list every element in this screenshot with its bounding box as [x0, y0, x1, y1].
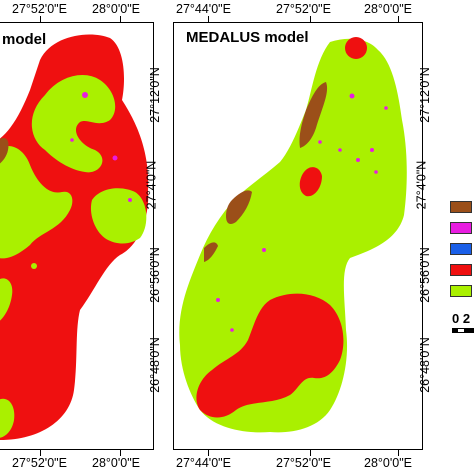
legend-swatch-green: [450, 285, 472, 297]
right-top-tick-label-2: 27°52'0"E: [276, 2, 331, 16]
right-red-spot-north: [345, 37, 367, 59]
left-top-tick-label-2: 28°0'0"E: [92, 2, 140, 16]
legend-swatch-brown: [450, 201, 472, 213]
middle-lat-label-1: 27°12'0"N: [147, 67, 162, 123]
left-green-patch-south: [0, 398, 15, 438]
right-lat-label-2: 27°4'0"N: [414, 160, 429, 210]
tick: [310, 450, 311, 456]
tick: [398, 450, 399, 456]
scale-bar-label: 0 2: [452, 311, 471, 326]
right-brown-coast-2: [226, 190, 252, 224]
right-red-spot-center: [299, 167, 322, 197]
middle-lat-label-3: 26°56'0"N: [147, 247, 162, 303]
tick: [310, 16, 311, 22]
right-map-title: MEDALUS model: [186, 29, 309, 46]
tick: [120, 450, 121, 456]
middle-lat-label-2: 27°4'0"N: [144, 160, 159, 210]
middle-lat-label-4: 26°48'0"N: [147, 337, 162, 393]
right-bottom-tick-label-2: 27°52'0"E: [276, 456, 331, 470]
left-green-patch-east: [90, 188, 147, 244]
right-top-tick-label-3: 28°0'0"E: [364, 2, 412, 16]
right-lat-label-3: 26°56'0"N: [417, 247, 432, 303]
scale-bar-segment: [458, 329, 464, 332]
left-bottom-tick-label-1: 27°52'0"E: [12, 456, 67, 470]
legend-swatch-pink: [450, 222, 472, 234]
tick: [208, 450, 209, 456]
tick: [398, 16, 399, 22]
right-bottom-tick-label-1: 27°44'0"E: [176, 456, 231, 470]
right-bottom-tick-label-3: 28°0'0"E: [364, 456, 412, 470]
tick: [40, 16, 41, 22]
right-top-tick-label-1: 27°44'0"E: [176, 2, 231, 16]
right-lat-label-4: 26°48'0"N: [417, 337, 432, 393]
right-lat-label-1: 27°12'0"N: [417, 67, 432, 123]
right-map: [179, 37, 407, 433]
left-bottom-tick-label-2: 28°0'0"E: [92, 456, 140, 470]
left-green-patch-west: [0, 278, 13, 321]
tick: [40, 450, 41, 456]
left-green-patch-top: [31, 75, 116, 173]
right-island-green: [179, 38, 407, 433]
left-brown-strip: [0, 138, 9, 164]
tick: [120, 16, 121, 22]
tick: [208, 16, 209, 22]
right-brown-coast: [299, 82, 328, 148]
legend-swatch-red: [450, 264, 472, 276]
right-red-south: [196, 293, 344, 418]
legend-swatch-blue: [450, 243, 472, 255]
left-map: [0, 34, 149, 440]
right-brown-coast-3: [204, 242, 218, 262]
left-top-tick-label-1: 27°52'0"E: [12, 2, 67, 16]
left-green-patch-mid: [0, 146, 73, 259]
left-map-title: model: [2, 31, 47, 48]
